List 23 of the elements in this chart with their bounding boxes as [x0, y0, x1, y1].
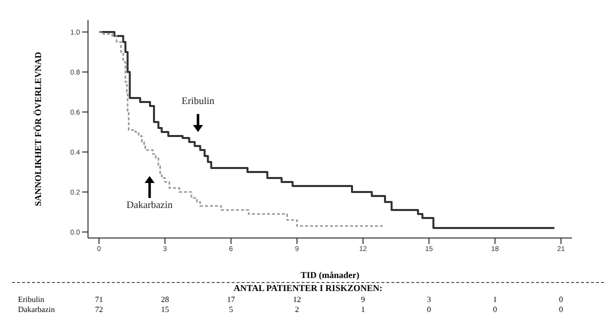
text: 3	[426, 295, 432, 305]
text: Dakarbazin	[18, 305, 55, 315]
text: 0	[558, 305, 564, 315]
text: 17	[226, 295, 236, 305]
text: 28	[160, 295, 170, 305]
text: 0	[558, 295, 564, 305]
text: 71	[94, 295, 104, 305]
x-axis-title: TID (månader)	[300, 270, 360, 280]
text: 0	[426, 305, 432, 315]
text: 12	[292, 295, 302, 305]
text: 15	[160, 305, 170, 315]
series-label: Dakarbazin	[126, 200, 173, 211]
text: 1	[360, 305, 366, 315]
text: 1	[492, 295, 498, 305]
text: 9	[360, 295, 366, 305]
text: 2	[294, 305, 300, 315]
text: 0	[492, 305, 498, 315]
text: Eribulin	[182, 96, 214, 107]
text: ANTAL PATIENTER I RISKZONEN:	[12, 282, 604, 294]
text: Eribulin	[18, 295, 44, 305]
text: 5	[228, 305, 234, 315]
text: 72	[94, 305, 104, 315]
y-axis-title: SANNOLIKHET FÖR ÖVERLEVNAD	[33, 51, 44, 206]
